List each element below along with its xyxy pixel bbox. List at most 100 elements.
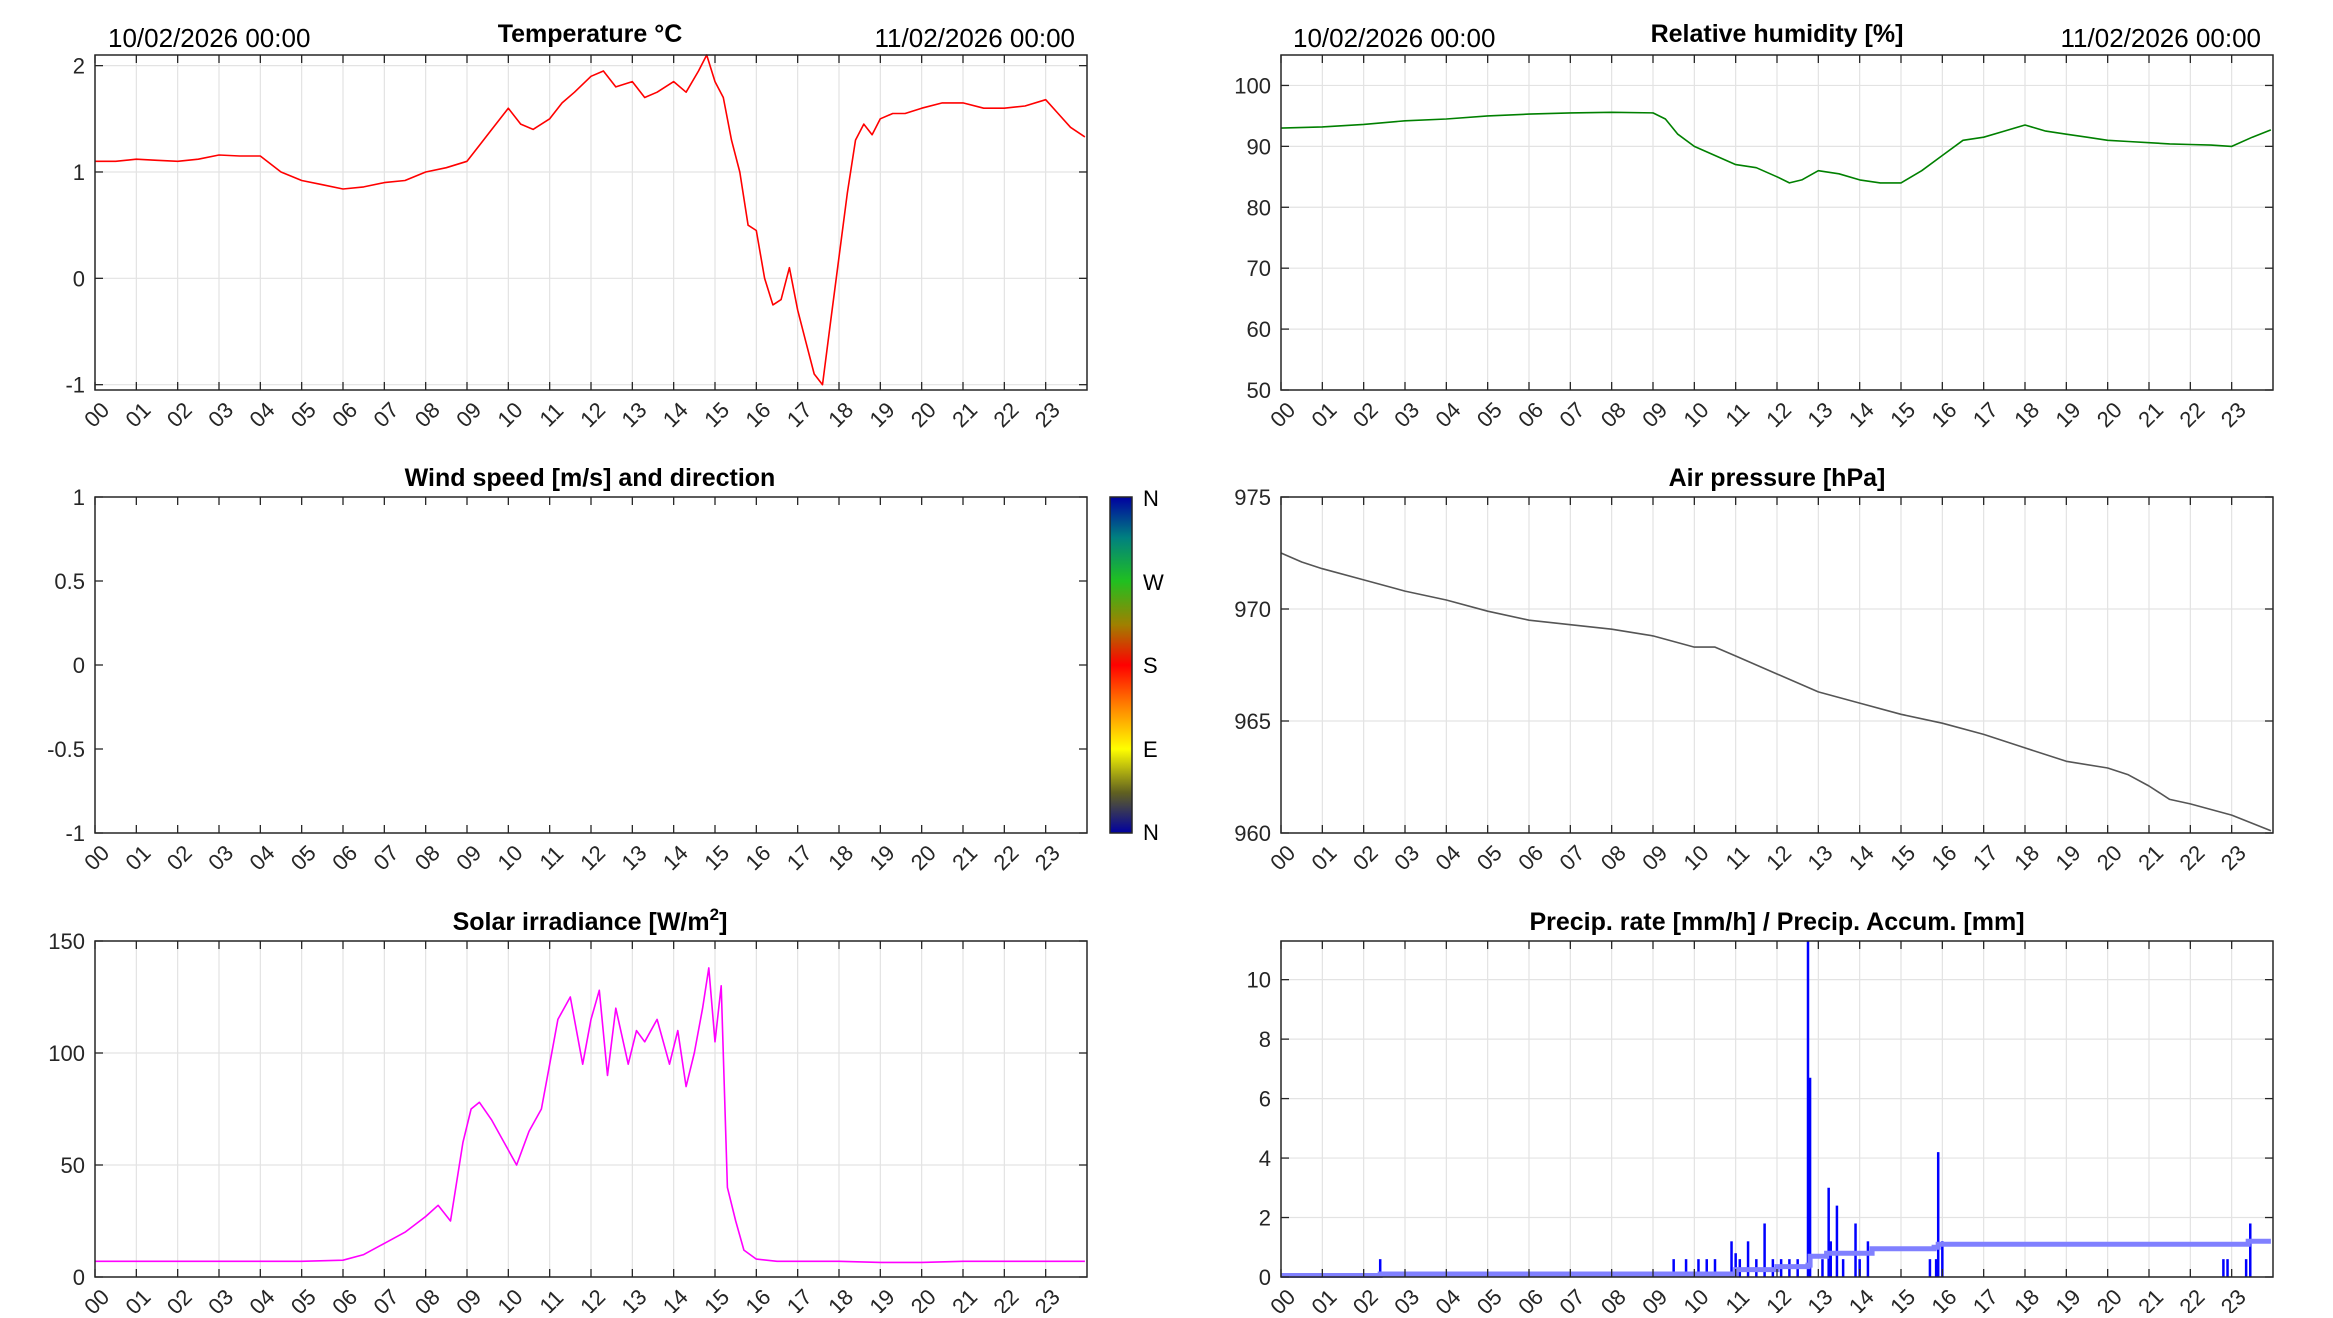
x-tick-label: 06 xyxy=(1513,840,1548,875)
y-tick-label: 0 xyxy=(73,653,85,678)
x-tick-label: 17 xyxy=(1968,1284,2003,1313)
x-tick-label: 20 xyxy=(2092,397,2127,432)
title-humidity: Relative humidity [%] xyxy=(1651,20,1904,48)
x-tick-label: 18 xyxy=(2009,1284,2044,1313)
y-tick-label: 50 xyxy=(61,1153,85,1178)
x-tick-label: 08 xyxy=(1596,1284,1631,1313)
y-tick-label: 0 xyxy=(73,266,85,291)
x-tick-label: 04 xyxy=(245,1284,280,1313)
y-tick-label: 960 xyxy=(1234,821,1271,846)
wind-direction-colorbar: N W S E N xyxy=(1109,486,1164,845)
x-tick-label: 13 xyxy=(1803,840,1838,875)
x-tick-label: 05 xyxy=(1472,397,1507,432)
x-tick-label: 07 xyxy=(369,1284,404,1313)
y-tick-label: 100 xyxy=(1234,73,1271,98)
x-tick-label: 02 xyxy=(1348,397,1383,432)
x-tick-label: 09 xyxy=(451,397,486,432)
x-tick-label: 12 xyxy=(1761,397,1796,432)
x-tick-label: 16 xyxy=(741,1284,776,1313)
y-tick-label: -1 xyxy=(65,821,85,846)
y-tick-label: 1 xyxy=(73,485,85,510)
x-tick-label: 21 xyxy=(947,1284,982,1313)
x-tick-label: 17 xyxy=(782,840,817,875)
x-tick-label: 23 xyxy=(2216,840,2251,875)
x-tick-label: 10 xyxy=(1679,397,1714,432)
solar-line xyxy=(95,967,1085,1264)
y-tick-label: 970 xyxy=(1234,597,1271,622)
x-tick-label: 17 xyxy=(1968,840,2003,875)
y-tick-label: 2 xyxy=(1259,1206,1271,1231)
x-tick-label: 12 xyxy=(575,1284,610,1313)
x-tick-label: 11 xyxy=(1720,398,1754,432)
x-tick-label: 02 xyxy=(162,840,197,875)
x-tick-label: 20 xyxy=(906,840,941,875)
y-tick-label: 4 xyxy=(1259,1146,1271,1171)
x-tick-label: 12 xyxy=(1761,1284,1796,1313)
x-tick-label: 07 xyxy=(1555,1284,1590,1313)
x-tick-label: 13 xyxy=(1803,397,1838,432)
x-tick-label: 21 xyxy=(2133,840,2168,875)
x-tick-label: 20 xyxy=(906,397,941,432)
x-tick-label: 03 xyxy=(203,840,238,875)
x-tick-label: 08 xyxy=(410,840,445,875)
x-tick-label: 08 xyxy=(1596,397,1631,432)
x-tick-label: 19 xyxy=(865,840,900,875)
x-tick-label: 23 xyxy=(1030,1284,1065,1313)
x-tick-label: 07 xyxy=(369,840,404,875)
x-tick-label: 22 xyxy=(989,840,1024,875)
y-tick-label: 0 xyxy=(1259,1265,1271,1290)
x-tick-label: 05 xyxy=(1472,1284,1507,1313)
y-tick-label: 10 xyxy=(1247,968,1271,993)
x-tick-label: 14 xyxy=(658,1284,693,1313)
x-tick-label: 11 xyxy=(534,841,568,875)
x-tick-label: 10 xyxy=(1679,840,1714,875)
x-tick-label: 10 xyxy=(493,397,528,432)
x-tick-label: 03 xyxy=(1389,1284,1424,1313)
title-solar: Solar irradiance [W/m2] xyxy=(453,905,728,936)
pressure-line xyxy=(1280,552,2272,832)
y-tick-label: 965 xyxy=(1234,709,1271,734)
x-tick-label: 04 xyxy=(245,840,280,875)
x-tick-label: 01 xyxy=(121,840,156,875)
y-tick-label: 8 xyxy=(1259,1027,1271,1052)
x-tick-label: 21 xyxy=(2133,397,2168,432)
x-tick-label: 14 xyxy=(1844,840,1879,875)
x-tick-label: 16 xyxy=(1927,1284,1962,1313)
y-tick-label: 80 xyxy=(1247,195,1271,220)
x-tick-label: 03 xyxy=(203,1284,238,1313)
x-tick-label: 23 xyxy=(1030,397,1065,432)
x-tick-label: 15 xyxy=(699,397,734,432)
y-tick-label: 150 xyxy=(48,929,85,954)
x-tick-label: 05 xyxy=(286,1284,321,1313)
x-tick-label: 21 xyxy=(2133,1284,2168,1313)
x-tick-label: 06 xyxy=(327,1284,362,1313)
x-tick-label: 06 xyxy=(1513,397,1548,432)
x-tick-label: 15 xyxy=(1885,397,1920,432)
precip-accum-line xyxy=(1281,1238,2271,1278)
wind-plot-area xyxy=(95,497,1087,833)
x-tick-label: 04 xyxy=(1431,840,1466,875)
y-tick-label: 0 xyxy=(73,1265,85,1290)
colorbar-label-n-bottom: N xyxy=(1143,820,1159,845)
x-tick-label: 19 xyxy=(2051,397,2086,432)
temperature-line xyxy=(95,54,1086,386)
x-tick-label: 22 xyxy=(2175,1284,2210,1313)
x-tick-label: 18 xyxy=(823,1284,858,1313)
end-date-right: 11/02/2026 00:00 xyxy=(2061,23,2261,53)
x-tick-label: 14 xyxy=(658,840,693,875)
colorbar-label-e: E xyxy=(1143,737,1158,762)
start-date-left: 10/02/2026 00:00 xyxy=(108,23,310,53)
x-tick-label: 01 xyxy=(1307,1284,1342,1313)
x-tick-label: 05 xyxy=(286,397,321,432)
x-tick-label: 14 xyxy=(1844,397,1879,432)
x-tick-label: 02 xyxy=(1348,840,1383,875)
x-tick-label: 01 xyxy=(1307,840,1342,875)
y-tick-label: 50 xyxy=(1247,378,1271,403)
x-tick-label: 03 xyxy=(203,397,238,432)
title-precip: Precip. rate [mm/h] / Precip. Accum. [mm… xyxy=(1529,908,2024,936)
colorbar-label-n-top: N xyxy=(1143,486,1159,511)
